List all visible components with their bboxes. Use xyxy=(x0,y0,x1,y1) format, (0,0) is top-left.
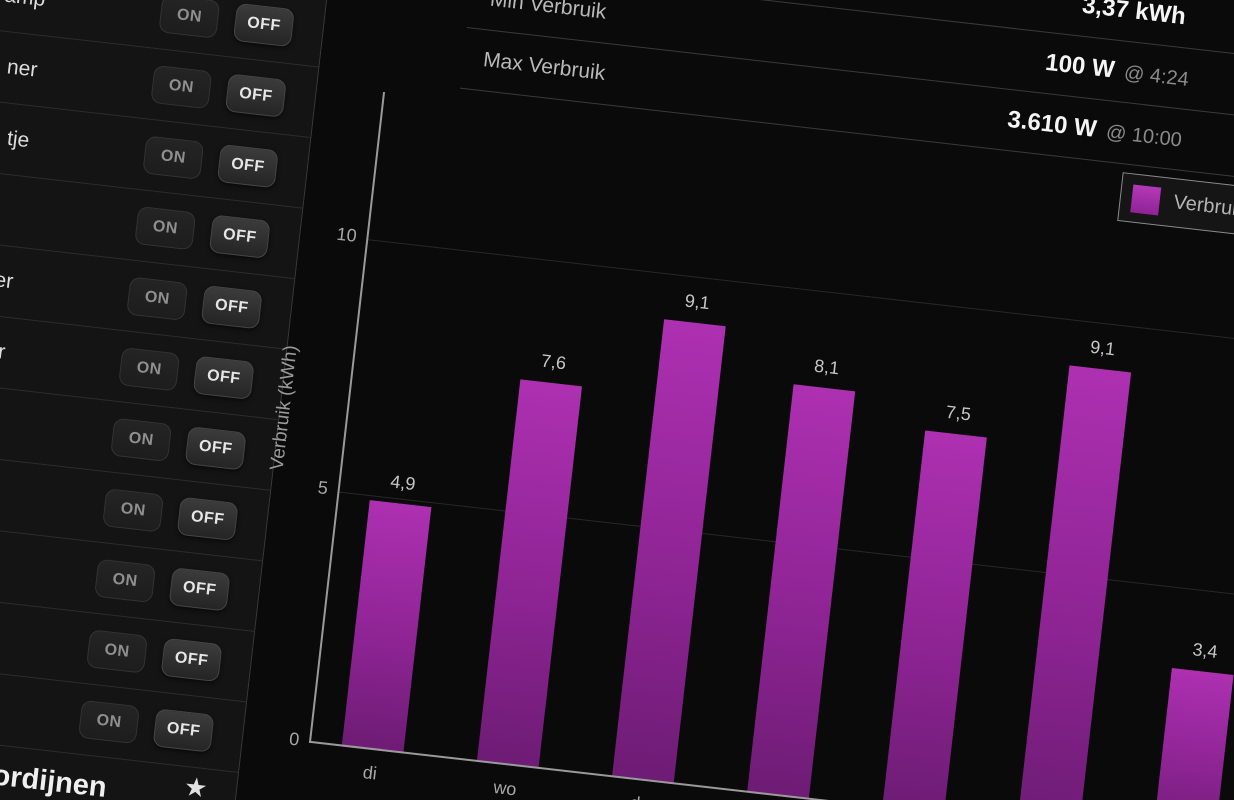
on-button[interactable]: ON xyxy=(110,417,173,462)
stat-value-time: @ 4:24 xyxy=(1122,61,1190,91)
off-button[interactable]: OFF xyxy=(152,708,215,753)
bar-value-label: 3,4 xyxy=(1191,639,1219,662)
on-button[interactable]: ON xyxy=(102,488,165,533)
device-name: tje xyxy=(5,126,31,153)
off-button[interactable]: OFF xyxy=(168,567,231,612)
bar-value-label: 9,1 xyxy=(683,290,711,314)
device-name: amp xyxy=(0,0,47,12)
stats-table: Verbruik 3,37 kWh Min Verbruik 100 W@ 4:… xyxy=(459,0,1234,180)
bar-zo[interactable] xyxy=(1017,365,1132,800)
off-button[interactable]: OFF xyxy=(160,637,223,683)
x-axis-tick-label: di xyxy=(361,762,378,784)
off-button[interactable]: OFF xyxy=(192,355,255,400)
legend-color-swatch-icon xyxy=(1130,183,1162,215)
stat-value: 3.610 W @ 10:00 xyxy=(1006,106,1183,154)
bar-wo[interactable] xyxy=(476,379,583,769)
stat-value-number: 3.610 W xyxy=(1006,105,1098,143)
off-button[interactable]: OFF xyxy=(200,285,263,330)
bar-value-label: 4,9 xyxy=(389,471,417,495)
stat-value: 100 W @ 4:24 xyxy=(1044,49,1190,93)
on-button[interactable]: ON xyxy=(78,699,140,745)
on-button[interactable]: ON xyxy=(158,0,221,39)
energy-panel: Verbruik 3,37 kWh Min Verbruik 100 W@ 4:… xyxy=(224,0,1234,800)
on-button[interactable]: ON xyxy=(134,206,197,251)
bar-do[interactable] xyxy=(611,319,726,785)
x-axis-tick-label: do xyxy=(608,790,672,800)
device-name: ner xyxy=(5,55,39,82)
bar-value-label: 8,1 xyxy=(813,355,841,379)
stat-value-number: 3,37 kWh xyxy=(1080,0,1188,31)
off-button[interactable]: OFF xyxy=(232,2,295,48)
on-button[interactable]: ON xyxy=(118,347,181,392)
off-button[interactable]: OFF xyxy=(208,214,271,259)
bar-value-label: 7,6 xyxy=(540,350,568,374)
bar-value-label: 9,1 xyxy=(1089,336,1117,360)
favorite-star-icon[interactable]: ★ xyxy=(182,771,210,800)
off-button[interactable]: OFF xyxy=(224,73,287,118)
bar-di[interactable] xyxy=(341,500,432,754)
stat-value-number: 100 W xyxy=(1043,48,1116,84)
bar-value-label: 7,5 xyxy=(944,401,972,425)
device-name: er xyxy=(0,268,15,294)
on-button[interactable]: ON xyxy=(94,558,157,604)
on-button[interactable]: ON xyxy=(142,135,205,180)
on-button[interactable]: ON xyxy=(86,629,148,674)
stat-label: Min Verbruik xyxy=(488,0,608,24)
off-button[interactable]: OFF xyxy=(184,426,247,471)
chart-legend: Verbruik xyxy=(1117,172,1234,243)
stat-value-time xyxy=(1194,9,1196,31)
device-name: er xyxy=(0,338,7,364)
bar-ma[interactable] xyxy=(1152,667,1234,800)
legend-series-label: Verbruik xyxy=(1172,191,1234,222)
bar-vr[interactable] xyxy=(747,384,856,800)
off-button[interactable]: OFF xyxy=(176,496,239,541)
stat-value: 3,37 kWh xyxy=(1081,0,1197,32)
device-name xyxy=(0,189,21,212)
off-button[interactable]: OFF xyxy=(216,143,279,189)
x-axis-tick-label: wo xyxy=(492,776,518,800)
stat-label: Max Verbruik xyxy=(482,48,607,85)
on-button[interactable]: ON xyxy=(150,64,213,110)
stat-value-time: @ 10:00 xyxy=(1104,121,1183,152)
bar-za[interactable] xyxy=(882,430,987,800)
on-button[interactable]: ON xyxy=(126,276,189,321)
